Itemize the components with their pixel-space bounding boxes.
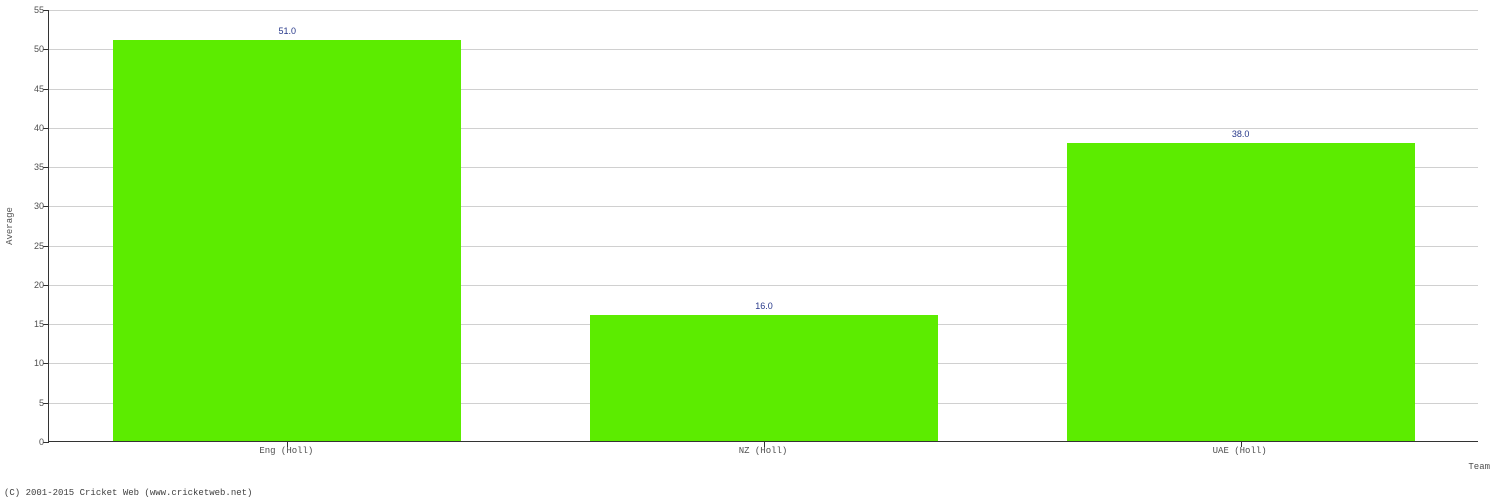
chart-container: Average Team 51.0 16.0 38.0 (C) 2001-2015 …	[0, 0, 1500, 500]
bar-value-label: 38.0	[1211, 129, 1271, 139]
y-tick-label: 55	[4, 5, 44, 15]
plot-area: 51.0 16.0 38.0	[48, 10, 1478, 442]
bar: 51.0	[113, 40, 461, 441]
bar-value-label: 16.0	[734, 301, 794, 311]
bar-value-label: 51.0	[257, 26, 317, 36]
bar: 16.0	[590, 315, 938, 441]
x-axis-title: Team	[1468, 462, 1490, 472]
copyright-text: (C) 2001-2015 Cricket Web (www.cricketwe…	[4, 488, 252, 498]
y-tick-label: 25	[4, 241, 44, 251]
bar: 38.0	[1067, 143, 1415, 441]
y-tick-label: 35	[4, 162, 44, 172]
y-tick-label: 50	[4, 44, 44, 54]
x-tick-label: Eng (Holl)	[259, 446, 313, 456]
y-tick-label: 0	[4, 437, 44, 447]
y-tick-label: 10	[4, 358, 44, 368]
y-tick-label: 5	[4, 398, 44, 408]
y-axis-title: Average	[5, 207, 15, 245]
x-tick-label: NZ (Holl)	[739, 446, 788, 456]
y-tick-label: 30	[4, 201, 44, 211]
y-tick-label: 45	[4, 84, 44, 94]
y-tick-label: 20	[4, 280, 44, 290]
y-tick-label: 15	[4, 319, 44, 329]
x-tick-label: UAE (Holl)	[1213, 446, 1267, 456]
y-tick-label: 40	[4, 123, 44, 133]
gridline	[49, 10, 1478, 11]
